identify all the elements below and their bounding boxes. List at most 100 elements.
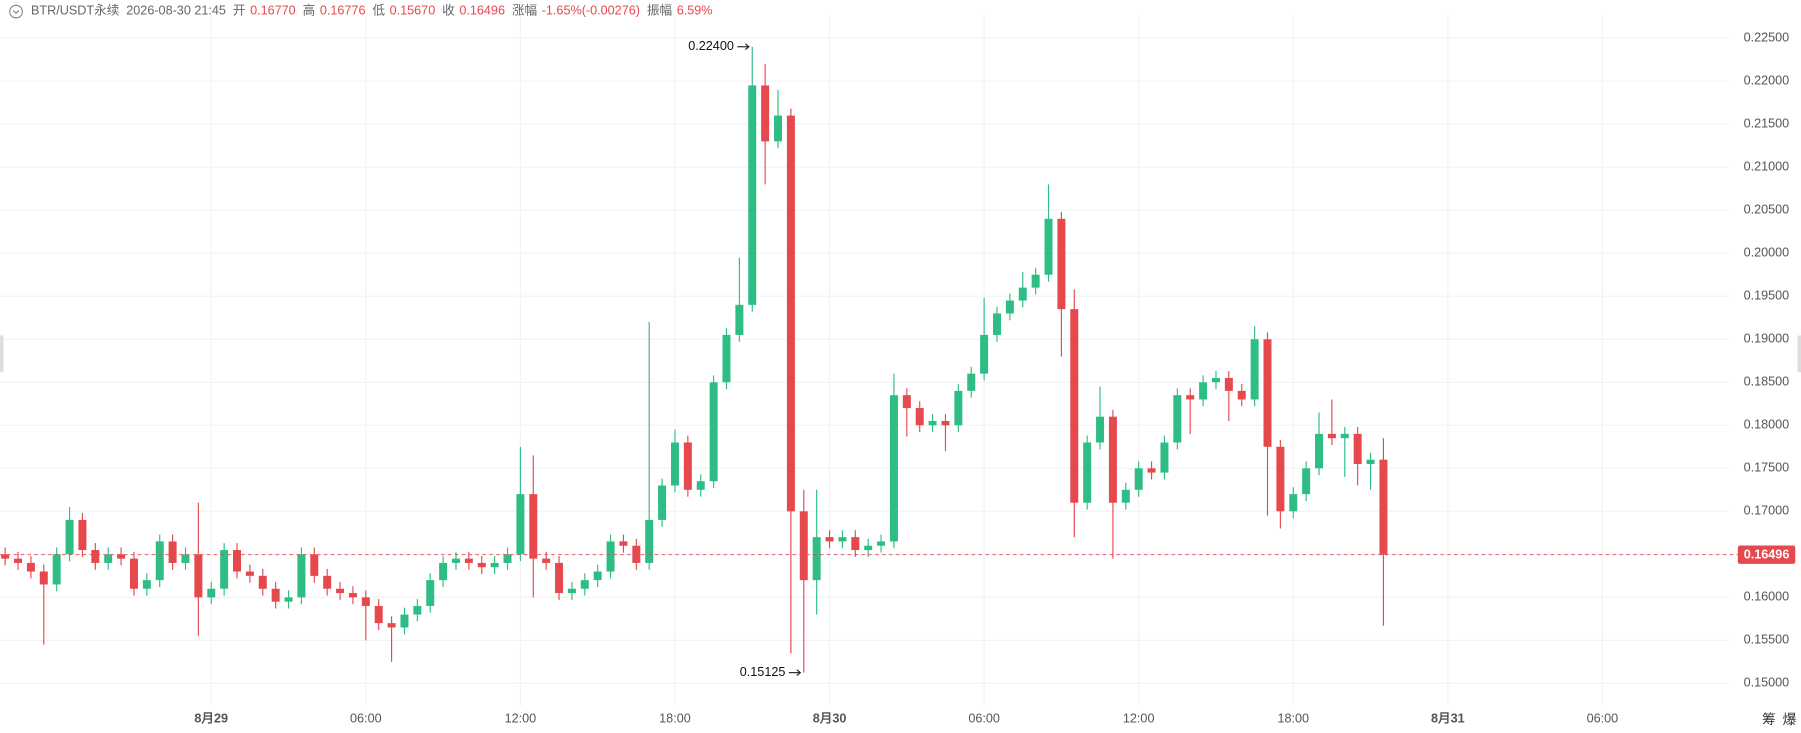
candle-body: [323, 575, 332, 589]
candle-body: [413, 605, 422, 615]
header-text: -1.65%(-0.00276): [542, 4, 640, 18]
x-tick-label: 18:00: [1277, 711, 1309, 725]
candle-body: [619, 541, 628, 546]
candle-body: [220, 550, 229, 589]
x-tick-label: 8月29: [194, 711, 228, 725]
tool[interactable]: 筹: [1762, 711, 1776, 727]
x-tick-label: 12:00: [505, 711, 537, 725]
last-price-label: 0.16496: [1744, 548, 1790, 562]
candle-body: [1289, 494, 1298, 512]
candle-body: [1134, 468, 1143, 490]
candle-body: [271, 588, 280, 602]
candles: [1, 46, 1388, 673]
candle-body: [658, 485, 667, 520]
x-tick-label: 06:00: [350, 711, 382, 725]
candle-body: [104, 554, 113, 563]
candle-body: [799, 511, 808, 581]
collapse-icon[interactable]: [9, 4, 23, 19]
candle-body: [400, 614, 409, 628]
candle-body: [348, 593, 357, 598]
tool[interactable]: 爆: [1783, 712, 1797, 727]
annotation-label: 0.22400: [688, 39, 734, 53]
candle-body: [1, 554, 10, 559]
candle-body: [1224, 377, 1233, 391]
y-tick-label: 0.19500: [1744, 289, 1790, 303]
candle-body: [593, 571, 602, 581]
candle-body: [142, 580, 151, 589]
candle-body: [774, 115, 783, 142]
x-tick-label: 18:00: [659, 711, 691, 725]
candle-body: [1340, 433, 1349, 439]
candle-body: [361, 597, 370, 606]
candle-body: [258, 575, 267, 589]
chevron: [12, 10, 20, 15]
candle-body: [374, 605, 383, 624]
candle-body: [967, 373, 976, 391]
candle-body: [1199, 382, 1208, 400]
header-text: 涨幅: [512, 4, 537, 18]
candle-body: [864, 545, 873, 551]
candle-body: [336, 588, 345, 594]
candle-body: [284, 597, 293, 602]
y-tick-label: 0.20000: [1744, 246, 1790, 260]
right-handle[interactable]: [1797, 335, 1801, 373]
y-tick-label: 0.18000: [1744, 418, 1790, 432]
candle-body: [1276, 446, 1285, 512]
header-text: 0.16770: [250, 4, 296, 18]
candle-body: [851, 537, 860, 551]
candle-body: [1083, 442, 1092, 503]
candle-body: [233, 550, 242, 572]
candle-body: [761, 85, 770, 142]
header-text: 低: [372, 4, 385, 18]
candle-body: [825, 537, 834, 542]
candle-body: [14, 558, 23, 563]
y-tick-label: 0.17000: [1744, 504, 1790, 518]
x-tick-label: 12:00: [1123, 711, 1155, 725]
candle-body: [877, 541, 886, 546]
header-text: 0.16496: [459, 4, 505, 18]
y-tick-label: 0.21000: [1744, 160, 1790, 174]
candle-body: [439, 562, 448, 581]
candle-body: [451, 558, 460, 563]
y-tick-label: 0.20500: [1744, 203, 1790, 217]
header-text: 高: [303, 3, 316, 18]
y-tick-label: 0.16000: [1744, 590, 1790, 604]
candle-body: [117, 554, 126, 559]
left-handle[interactable]: [0, 335, 4, 373]
candle-body: [168, 541, 177, 563]
candle-body: [1147, 468, 1156, 473]
candle-body: [580, 580, 589, 589]
candle-body: [181, 554, 190, 563]
candle-body: [1237, 390, 1246, 400]
y-tick-label: 0.15000: [1744, 676, 1790, 690]
y-tick-label: 0.22500: [1744, 30, 1790, 44]
y-tick-label: 0.18500: [1744, 375, 1790, 389]
annotation-label: 0.15125: [740, 665, 786, 679]
candle-body: [39, 571, 48, 585]
candle-body: [1031, 274, 1040, 288]
candle-body: [1186, 395, 1195, 400]
x-tick-label: 8月31: [1431, 711, 1465, 725]
candle-body: [954, 390, 963, 426]
candle-body: [696, 481, 705, 490]
candle-body: [606, 541, 615, 572]
x-tick-label: 8月30: [813, 711, 847, 725]
candle-body: [748, 85, 757, 305]
candle-body: [516, 494, 525, 555]
candle-body: [645, 519, 654, 563]
candle-body: [1018, 287, 1027, 301]
candle-body: [194, 554, 203, 598]
candle-body: [1173, 395, 1182, 443]
candle-body: [297, 554, 306, 598]
y-tick-label: 0.22000: [1744, 73, 1790, 87]
y-tick-label: 0.15500: [1744, 633, 1790, 647]
candle-body: [477, 562, 486, 568]
candle-body: [786, 115, 795, 512]
candle-body: [1302, 468, 1311, 495]
candle-body: [26, 562, 35, 572]
candle-body: [1057, 218, 1066, 310]
candle-body: [980, 334, 989, 374]
